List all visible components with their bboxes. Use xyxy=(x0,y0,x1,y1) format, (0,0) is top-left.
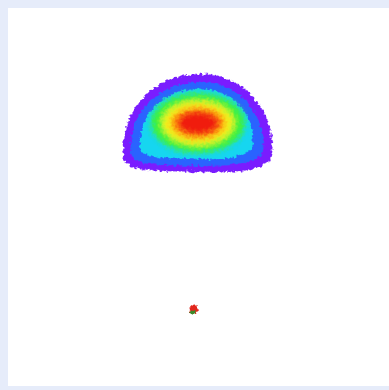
heat-blob xyxy=(123,74,272,172)
page xyxy=(0,0,389,386)
heat-layer-red xyxy=(177,111,219,135)
image-panel xyxy=(8,8,389,386)
heat-spot-green xyxy=(191,310,195,314)
heat-spot xyxy=(190,304,198,314)
heatmap-image xyxy=(8,8,389,386)
